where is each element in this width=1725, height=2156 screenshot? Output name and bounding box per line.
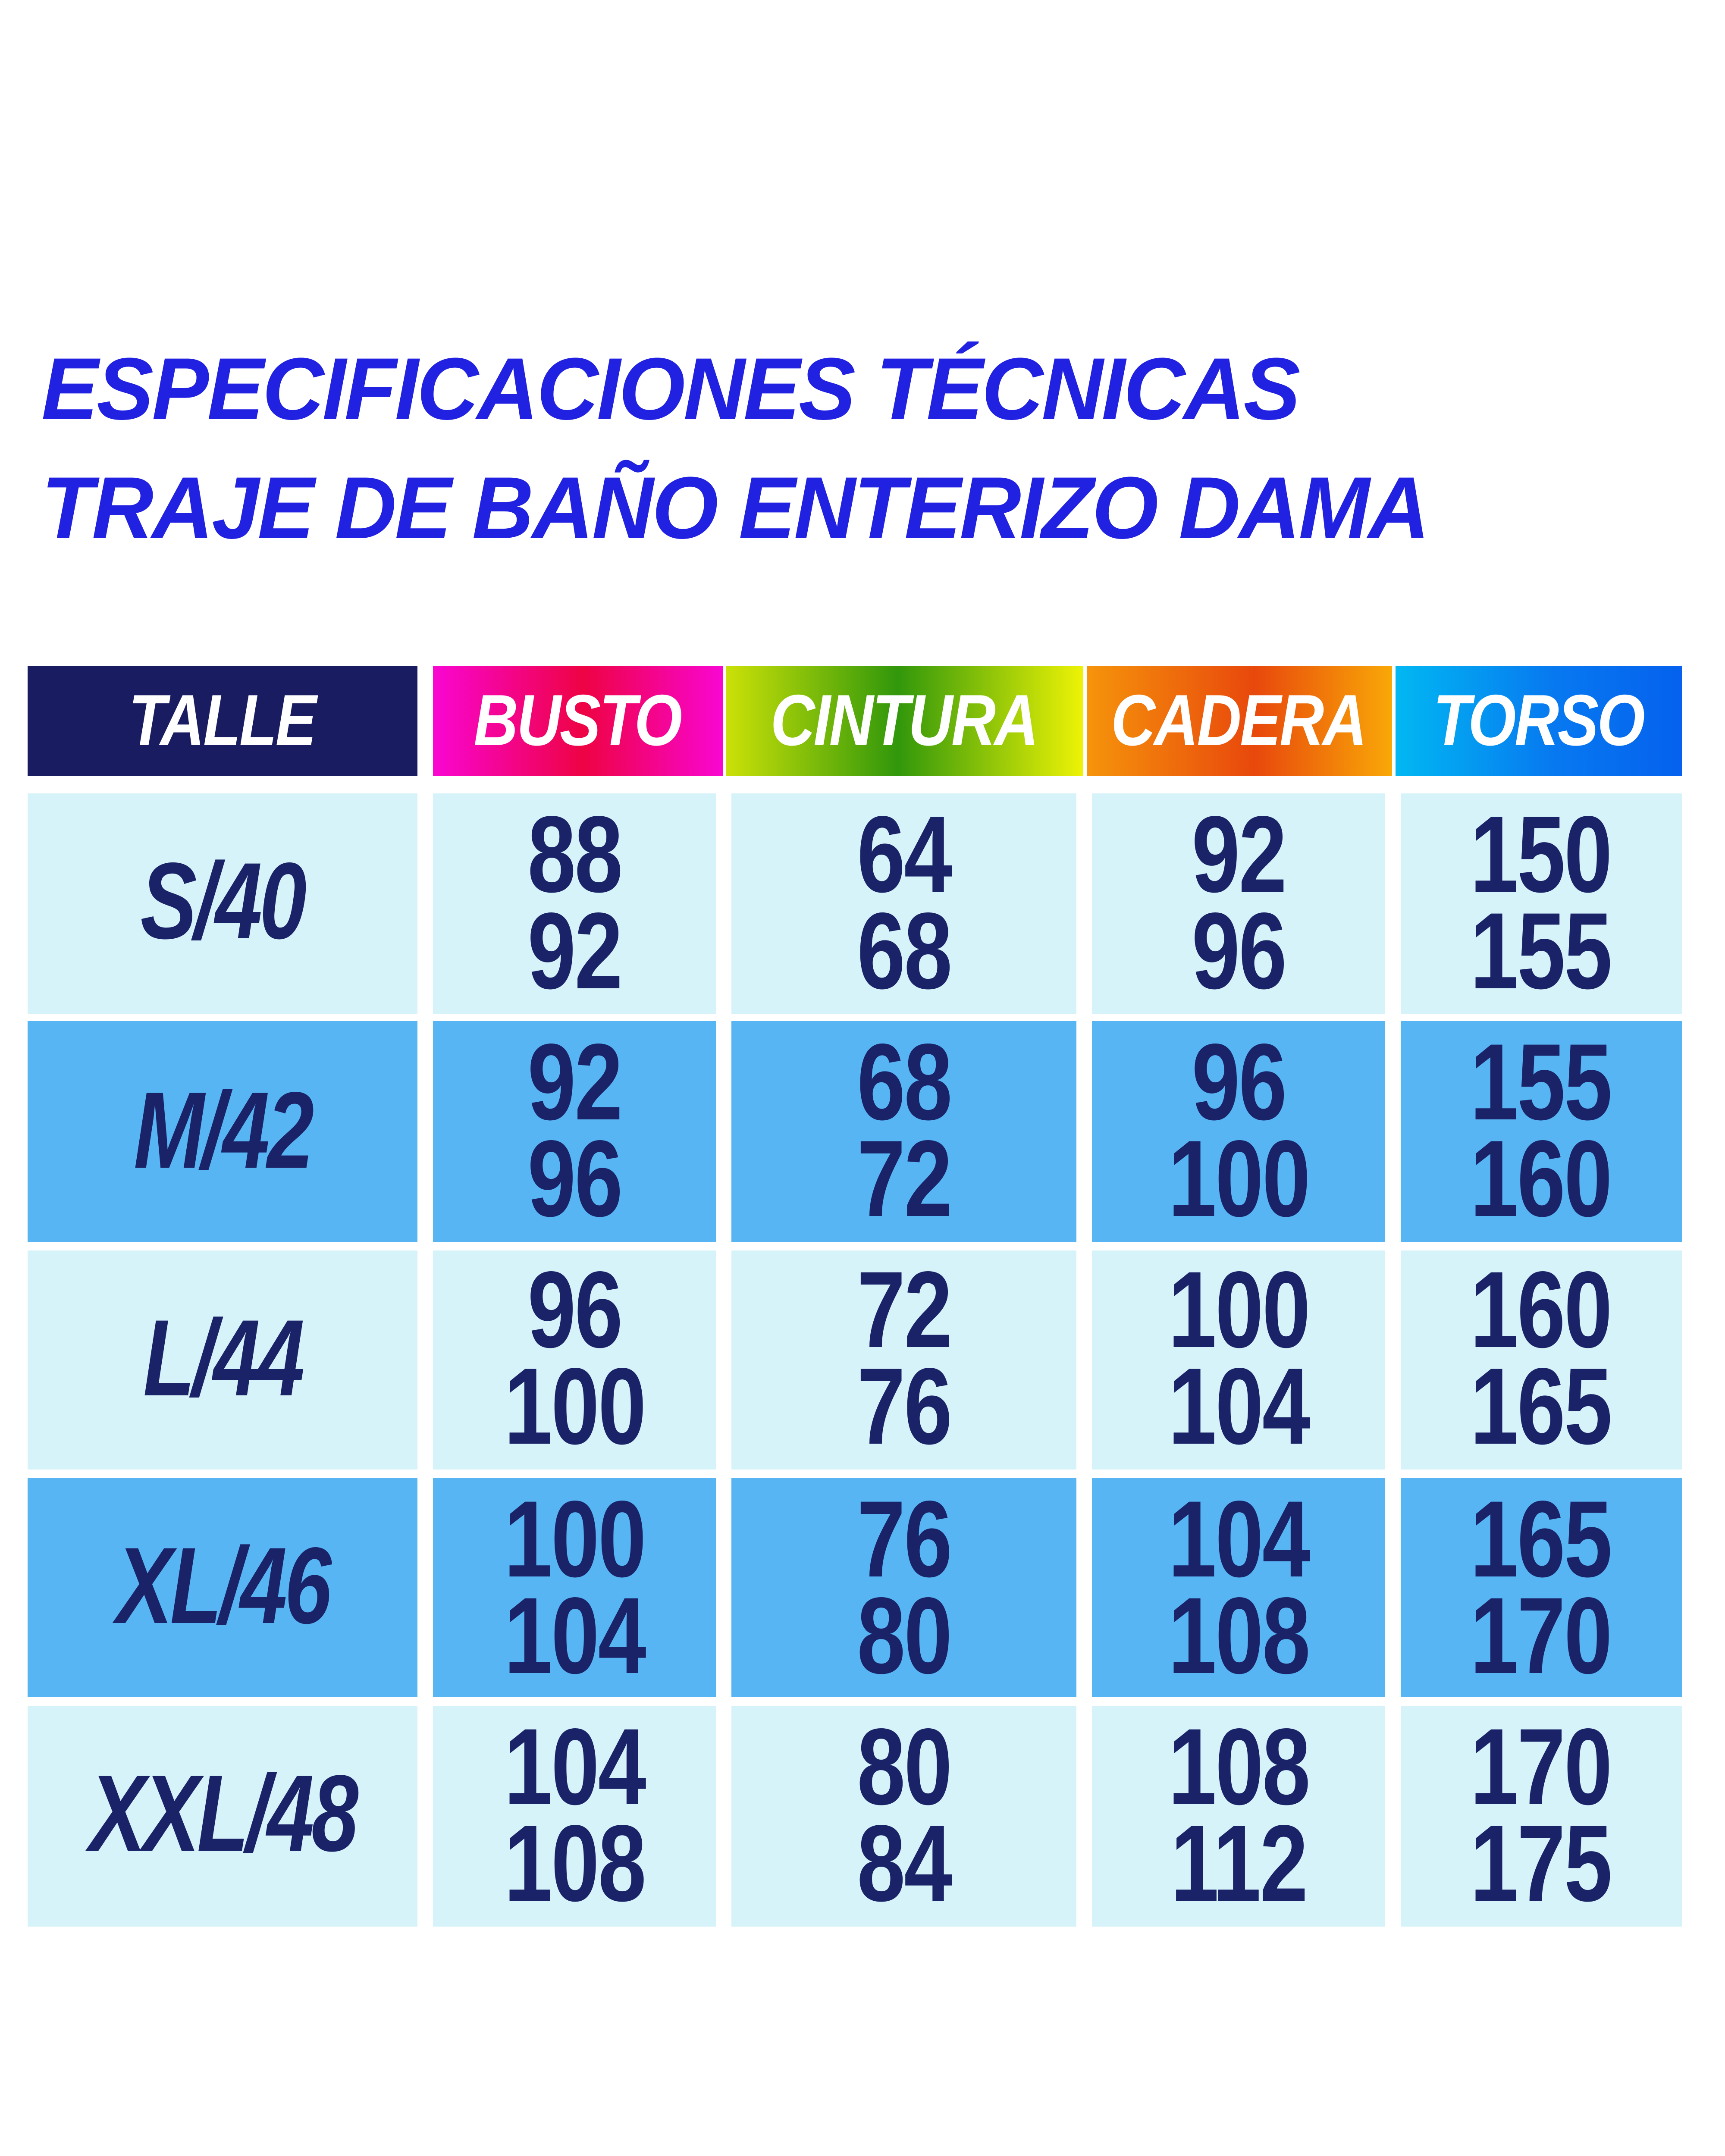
header-row: TALLE BUSTO CINTURA CADERA TORSO xyxy=(28,666,1682,776)
table-body: S/40 88 92 64 68 92 96 150 155 M/42 92 96 68 7… xyxy=(28,793,1682,1926)
torso-cell: 165 170 xyxy=(1401,1478,1682,1698)
torso-values: 160 165 xyxy=(1471,1251,1613,1468)
table-row: S/40 88 92 64 68 92 96 150 155 xyxy=(28,793,1682,1013)
cadera-cell: 92 96 xyxy=(1092,793,1385,1013)
cintura-values: 76 80 xyxy=(857,1479,952,1696)
cintura-cell: 76 80 xyxy=(731,1478,1076,1698)
torso-cell: 170 175 xyxy=(1401,1706,1682,1926)
size-label: L/44 xyxy=(143,1298,305,1419)
cintura-cell: 64 68 xyxy=(731,793,1076,1013)
size-cell: XXL/48 xyxy=(28,1706,417,1926)
header-cell-cintura: CINTURA xyxy=(725,666,1082,776)
table-row: M/42 92 96 68 72 96 100 155 160 xyxy=(28,1022,1682,1241)
busto-cell: 104 108 xyxy=(433,1706,716,1926)
busto-cell: 92 96 xyxy=(433,1022,716,1241)
cintura-values: 80 84 xyxy=(857,1707,952,1924)
table-row: XL/46 100 104 76 80 104 108 165 170 xyxy=(28,1478,1682,1698)
size-cell: S/40 xyxy=(28,793,417,1013)
cintura-values: 64 68 xyxy=(857,795,952,1012)
cadera-cell: 100 104 xyxy=(1092,1250,1385,1470)
size-cell: XL/46 xyxy=(28,1478,417,1698)
cadera-values: 96 100 xyxy=(1168,1023,1311,1240)
torso-values: 150 155 xyxy=(1471,795,1613,1012)
table-row: XXL/48 104 108 80 84 108 112 170 175 xyxy=(28,1706,1682,1926)
cintura-cell: 68 72 xyxy=(731,1022,1076,1241)
header-label-torso: TORSO xyxy=(1433,680,1645,761)
cintura-cell: 72 76 xyxy=(731,1250,1076,1470)
busto-cell: 88 92 xyxy=(433,793,716,1013)
torso-cell: 150 155 xyxy=(1401,793,1682,1013)
header-cell-torso: TORSO xyxy=(1395,666,1682,776)
size-cell: L/44 xyxy=(28,1250,417,1470)
torso-cell: 155 160 xyxy=(1401,1022,1682,1241)
busto-values: 92 96 xyxy=(527,1023,623,1240)
page-title-line1: ESPECIFICACIONES TÉCNICAS xyxy=(41,340,1300,438)
torso-cell: 160 165 xyxy=(1401,1250,1682,1470)
busto-cell: 96 100 xyxy=(433,1250,716,1470)
busto-values: 96 100 xyxy=(504,1251,646,1468)
header-label-talle: TALLE xyxy=(129,680,317,761)
cadera-values: 92 96 xyxy=(1192,795,1287,1012)
size-label: XL/46 xyxy=(116,1526,331,1647)
page-title: ESPECIFICACIONES TÉCNICAS TRAJE DE BAÑO … xyxy=(41,329,1430,567)
cadera-values: 100 104 xyxy=(1168,1251,1311,1468)
size-chart-table: TALLE BUSTO CINTURA CADERA TORSO S/40 88… xyxy=(28,666,1682,1926)
header-label-cadera: CADERA xyxy=(1111,680,1367,761)
header-cell-cadera: CADERA xyxy=(1086,666,1391,776)
torso-values: 155 160 xyxy=(1471,1023,1613,1240)
busto-values: 100 104 xyxy=(504,1479,646,1696)
cintura-values: 72 76 xyxy=(857,1251,952,1468)
cadera-cell: 96 100 xyxy=(1092,1022,1385,1241)
size-cell: M/42 xyxy=(28,1022,417,1241)
table-row: L/44 96 100 72 76 100 104 160 165 xyxy=(28,1250,1682,1470)
size-label: S/40 xyxy=(141,842,307,963)
header-label-cintura: CINTURA xyxy=(770,680,1039,761)
busto-values: 104 108 xyxy=(504,1707,646,1924)
torso-values: 165 170 xyxy=(1471,1479,1613,1696)
size-label: XXL/48 xyxy=(89,1755,358,1875)
torso-values: 170 175 xyxy=(1471,1707,1613,1924)
header-cell-talle: TALLE xyxy=(28,666,417,776)
size-label: M/42 xyxy=(133,1070,314,1191)
cadera-values: 108 112 xyxy=(1168,1707,1311,1924)
cintura-cell: 80 84 xyxy=(731,1706,1076,1926)
busto-values: 88 92 xyxy=(527,795,623,1012)
cadera-cell: 108 112 xyxy=(1092,1706,1385,1926)
cadera-values: 104 108 xyxy=(1168,1479,1311,1696)
cadera-cell: 104 108 xyxy=(1092,1478,1385,1698)
cintura-values: 68 72 xyxy=(857,1023,952,1240)
page-title-line2: TRAJE DE BAÑO ENTERIZO DAMA xyxy=(41,459,1430,557)
header-cell-busto: BUSTO xyxy=(433,666,722,776)
header-label-busto: BUSTO xyxy=(474,680,683,761)
busto-cell: 100 104 xyxy=(433,1478,716,1698)
